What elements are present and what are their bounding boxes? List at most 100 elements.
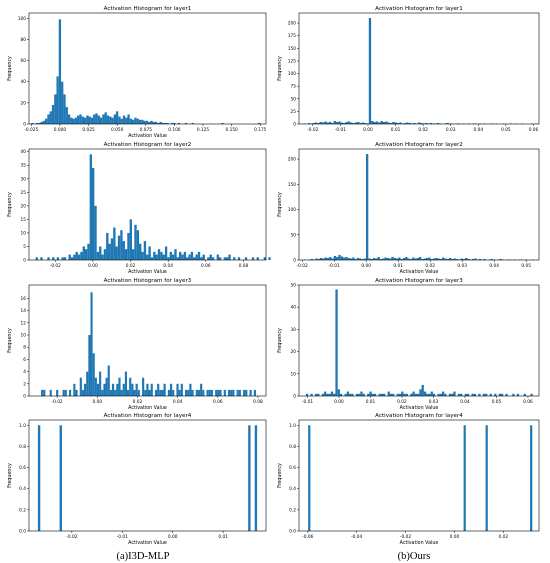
histogram-bar	[197, 251, 201, 260]
histogram-bar	[42, 120, 46, 124]
histogram-bar	[111, 383, 115, 396]
histogram-bar	[84, 383, 87, 396]
histogram-bar	[347, 257, 350, 260]
histogram-bar	[315, 393, 318, 396]
histogram-bar	[339, 393, 343, 396]
histogram-bar	[167, 257, 170, 260]
histogram-bar	[67, 114, 71, 124]
histogram-bar	[331, 122, 334, 124]
histogram-bar	[113, 114, 117, 124]
x-tick-label: 0.05	[492, 399, 502, 405]
histogram-panel-4: -0.02 -0.01 0.00 0.01 0.02 0.03 0.04 0.05 0 50 100…	[277, 142, 540, 275]
y-tick-label: 35	[21, 163, 27, 169]
histogram-bar	[35, 257, 38, 260]
histogram-bar	[97, 115, 100, 124]
x-tick-label: 0.06	[213, 399, 223, 405]
y-tick-label: 16	[21, 296, 27, 302]
histogram-bar	[439, 258, 443, 260]
histogram-bar	[498, 393, 501, 396]
histogram-bar	[232, 389, 235, 396]
histogram-bar	[170, 122, 174, 124]
histogram-bar	[92, 167, 95, 260]
histogram-bar	[79, 114, 82, 124]
histogram-bar	[382, 121, 386, 124]
histogram-bar	[142, 377, 145, 396]
histogram-bar	[448, 257, 452, 260]
y-tick-label: 0	[23, 122, 26, 128]
y-tick-label: 0.2	[19, 507, 26, 513]
histogram-bar	[136, 230, 140, 260]
histogram-bar	[77, 115, 80, 124]
histogram-panel-5: -0.02 0.00 0.02 0.04 0.06 0.08 0 2 4 6 8 10 12 14 16 Ac…	[7, 278, 267, 411]
x-tick-label: -0.02	[50, 263, 61, 269]
x-tick-label: 0.050	[111, 127, 124, 133]
histogram-bar	[478, 393, 481, 396]
histogram-bar	[206, 389, 209, 396]
histogram-bar	[65, 107, 68, 124]
histogram-bar	[410, 393, 413, 396]
histogram-bar	[485, 393, 488, 396]
histogram-bar	[451, 258, 454, 260]
histogram-bar	[102, 114, 105, 124]
histogram-bar	[174, 249, 177, 260]
histogram-bar	[466, 393, 470, 396]
histogram-bar	[474, 258, 477, 260]
histogram-bar	[161, 389, 164, 396]
histogram-bar	[148, 246, 151, 260]
histogram-bar	[191, 122, 194, 124]
x-tick-label: -0.04	[351, 534, 362, 540]
histogram-bar	[152, 121, 155, 124]
histogram-bar	[211, 257, 215, 260]
histogram-bar	[47, 114, 50, 124]
histogram-bar	[145, 120, 149, 124]
histogram-bar	[432, 258, 436, 260]
y-tick-label: 0	[293, 122, 296, 128]
y-tick-label: 100	[18, 16, 26, 22]
histogram-bar	[307, 122, 311, 124]
histogram-bar	[109, 389, 112, 396]
histogram-bar	[141, 119, 144, 124]
histogram-bar	[400, 258, 403, 260]
histogram-bar	[352, 122, 355, 124]
histogram-bar	[356, 257, 360, 260]
histogram-bar	[523, 393, 526, 396]
y-tick-label: 100	[288, 207, 296, 213]
x-tick-label: 0.02	[425, 263, 435, 269]
histogram-bar	[370, 258, 373, 260]
histogram-bar	[95, 113, 98, 124]
histogram-bar	[359, 258, 362, 260]
histogram-bar	[413, 122, 416, 124]
histogram-bar	[254, 425, 258, 531]
histogram-bar	[340, 122, 343, 124]
x-tick-label: 0.06	[523, 399, 533, 405]
histogram-bar	[420, 122, 423, 124]
histogram-bar	[392, 393, 395, 396]
histogram-bar	[368, 258, 371, 260]
y-tick-label: 0.2	[289, 507, 296, 513]
histogram-bar	[428, 257, 431, 260]
x-tick-label: 0.00	[92, 399, 102, 405]
histogram-bar	[347, 121, 351, 124]
histogram-bar	[378, 393, 381, 396]
x-axis-label: Activation Value	[400, 540, 439, 546]
histogram-bar	[73, 254, 76, 260]
histogram-bar	[195, 389, 198, 396]
x-axis-label: Activation Value	[400, 269, 439, 275]
histogram-bar	[448, 393, 452, 396]
histogram-bar	[172, 389, 175, 396]
histogram-bar	[51, 104, 55, 124]
plot-frame	[28, 419, 267, 532]
histogram-bar	[133, 389, 136, 396]
histogram-bar	[125, 117, 128, 124]
x-tick-label: 0.03	[457, 263, 467, 269]
histogram-bar	[393, 257, 396, 260]
histogram-bar	[436, 122, 440, 124]
y-tick-label: 30	[291, 327, 297, 333]
x-tick-label: 0.04	[460, 399, 470, 405]
histogram-bar	[345, 121, 348, 124]
histogram-bar	[148, 121, 151, 124]
histogram-bar	[75, 389, 78, 396]
histogram-bar	[193, 257, 196, 260]
histogram-bar	[134, 224, 137, 260]
histogram-bar	[403, 122, 407, 124]
